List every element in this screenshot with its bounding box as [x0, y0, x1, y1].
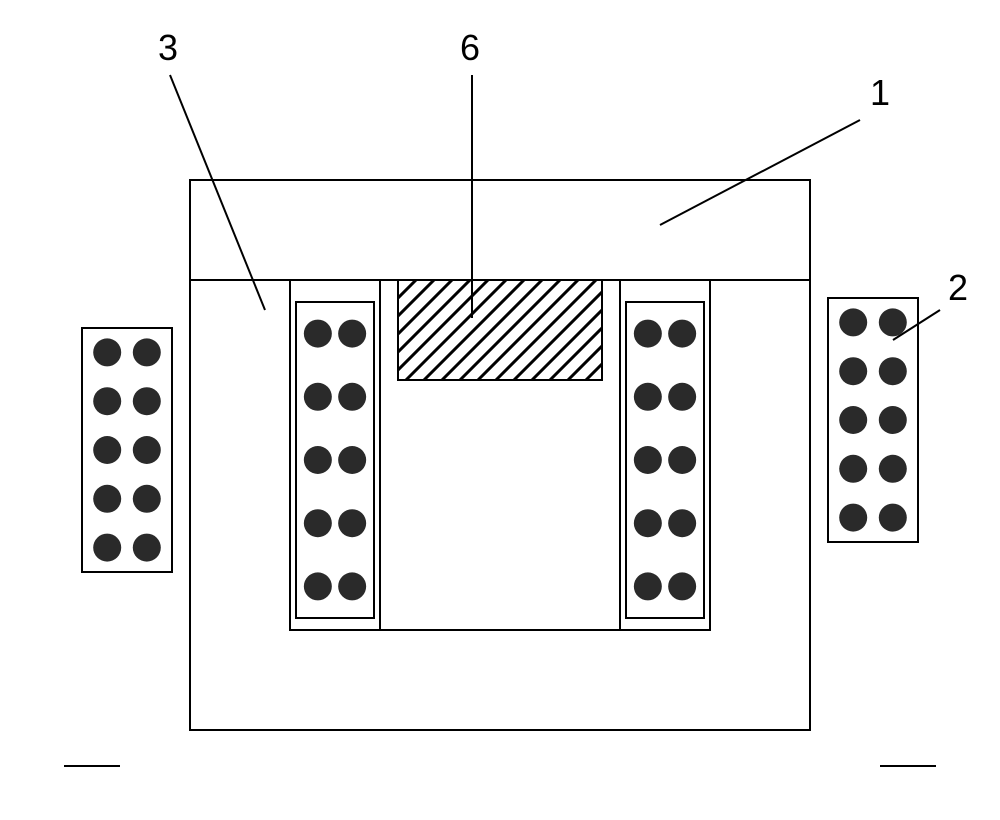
coil-dot — [634, 320, 662, 348]
coil-dot — [839, 308, 867, 336]
coil-dot — [634, 446, 662, 474]
coil-dot — [839, 357, 867, 385]
coil-dot — [304, 446, 332, 474]
coil-dot — [93, 387, 121, 415]
coil-dot — [338, 320, 366, 348]
coil-dot — [304, 383, 332, 411]
coil-dot — [879, 357, 907, 385]
coil-inner-left — [296, 302, 374, 618]
coil-dot — [668, 572, 696, 600]
coil-dot — [668, 320, 696, 348]
coil-dot — [133, 534, 161, 562]
coil-dot — [304, 320, 332, 348]
coil-dot — [304, 572, 332, 600]
coil-dot — [133, 485, 161, 513]
coil-dot — [634, 572, 662, 600]
coil-dot — [304, 509, 332, 537]
coil-dot — [634, 509, 662, 537]
label-l2: 2 — [948, 267, 968, 308]
coil-dot — [668, 509, 696, 537]
coil-dot — [839, 504, 867, 532]
coil-dot — [634, 383, 662, 411]
coil-dot — [879, 308, 907, 336]
coil-dot — [133, 338, 161, 366]
coil-dot — [839, 406, 867, 434]
coil-dot — [879, 406, 907, 434]
coil-dot — [93, 338, 121, 366]
coil-dot — [668, 446, 696, 474]
label-l6: 6 — [460, 27, 480, 68]
coil-dot — [133, 387, 161, 415]
coil-inner-right — [626, 302, 704, 618]
coil-dot — [133, 436, 161, 464]
coil-outer-left — [82, 328, 172, 572]
coil-dot — [93, 436, 121, 464]
coil-dot — [338, 572, 366, 600]
label-l1: 1 — [870, 72, 890, 113]
coil-dot — [338, 383, 366, 411]
coil-dot — [93, 485, 121, 513]
coil-dot — [839, 455, 867, 483]
coil-dot — [879, 504, 907, 532]
coil-dot — [668, 383, 696, 411]
coil-dot — [879, 455, 907, 483]
label-l3: 3 — [158, 27, 178, 68]
coil-outer-right — [828, 298, 918, 542]
coil-dot — [93, 534, 121, 562]
coil-dot — [338, 509, 366, 537]
coil-dot — [338, 446, 366, 474]
